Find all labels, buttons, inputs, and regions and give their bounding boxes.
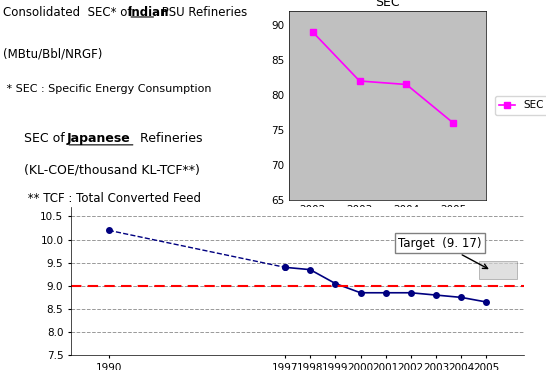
Title: SEC: SEC	[375, 0, 400, 9]
Text: Consolidated  SEC* of: Consolidated SEC* of	[3, 6, 135, 19]
Bar	[479, 261, 517, 279]
Text: Refineries: Refineries	[135, 132, 202, 145]
Text: Indian: Indian	[128, 6, 170, 19]
Text: PSU Refineries: PSU Refineries	[158, 6, 247, 19]
Text: SEC of: SEC of	[23, 132, 68, 145]
Text: ** TCF : Total Converted Feed: ** TCF : Total Converted Feed	[23, 192, 200, 205]
Text: Target  (9. 17): Target (9. 17)	[398, 236, 488, 269]
Text: (MBtu/Bbl/NRGF): (MBtu/Bbl/NRGF)	[3, 48, 102, 61]
Text: Japanese: Japanese	[67, 132, 130, 145]
Text: * SEC : Specific Energy Consumption: * SEC : Specific Energy Consumption	[3, 84, 211, 94]
Text: (KL-COE/thousand KL-TCF**): (KL-COE/thousand KL-TCF**)	[23, 164, 199, 177]
Legend: SEC: SEC	[495, 96, 546, 115]
